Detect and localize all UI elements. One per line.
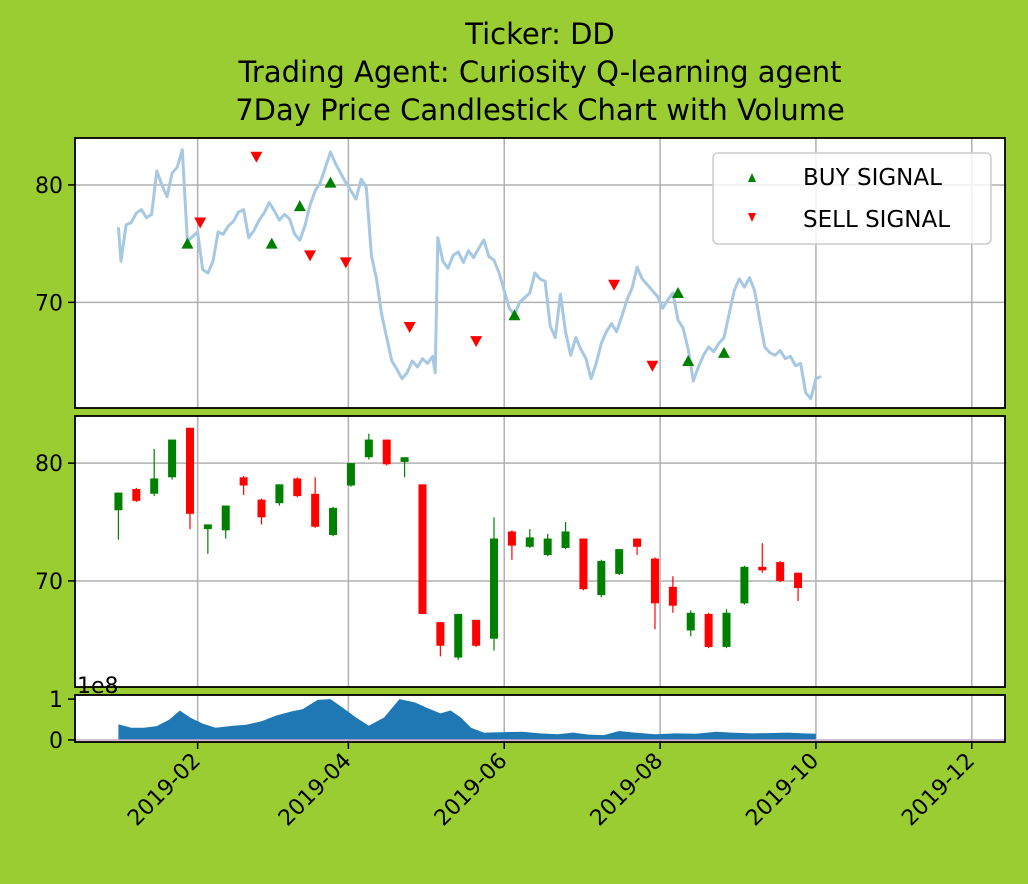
candle-ytick-label-1: 80 [35, 452, 63, 477]
candle-body-6 [221, 505, 230, 531]
price-line [116, 148, 822, 401]
volume-ytick-label-0: 0 [49, 729, 63, 754]
candle-body-2 [150, 478, 159, 494]
x-tick-label-1: 2019-04 [274, 749, 357, 832]
buy-signal-marker-3 [324, 176, 337, 188]
x-tick-label-3: 2019-08 [586, 749, 669, 832]
legend-buy-label: BUY SIGNAL [803, 165, 942, 191]
candle-body-29 [633, 538, 642, 547]
buy-signal-marker-7 [717, 346, 730, 358]
candle-body-1 [132, 489, 141, 501]
price-frame [74, 137, 1006, 409]
candle-body-10 [293, 478, 302, 497]
candle-body-4 [185, 427, 194, 514]
sell-signal-marker-5 [470, 336, 483, 348]
buy-signal-marker-0 [181, 237, 194, 249]
candlestick-panel: 70 80 [35, 415, 1006, 688]
candle-body-33 [704, 613, 713, 647]
candle-body-34 [722, 612, 731, 647]
chart-title-line-3: 7Day Price Candlestick Chart with Volume [235, 93, 845, 127]
sell-signal-marker-2 [304, 250, 317, 262]
candle-body-23 [525, 537, 534, 547]
buy-signal-marker-5 [671, 286, 684, 298]
candle-body-3 [168, 439, 177, 478]
candle-body-37 [776, 562, 785, 581]
candle-body-15 [382, 439, 391, 465]
candle-body-22 [507, 531, 516, 546]
legend-box [712, 152, 992, 245]
buy-signal-marker-4 [508, 309, 521, 321]
volume-frame [74, 694, 1006, 743]
candle-body-5 [203, 524, 212, 530]
x-tick-label-4: 2019-10 [742, 749, 825, 832]
price-ytick-label-1: 80 [35, 174, 63, 199]
candle-body-31 [668, 586, 677, 606]
candle-body-18 [436, 622, 445, 646]
candle-body-35 [740, 566, 749, 604]
candle-body-16 [400, 457, 409, 462]
sell-signal-marker-4 [403, 322, 416, 333]
candle-body-28 [615, 549, 624, 574]
candle-frame [74, 415, 1006, 688]
x-axis: 2019-02 2019-04 2019-06 2019-08 2019-10 2019-… [123, 742, 980, 831]
sell-signal-marker-1 [250, 151, 263, 163]
volume-ytick-label-1: 1 [49, 688, 63, 713]
candle-body-32 [686, 612, 695, 631]
x-tick-label-0: 2019-02 [123, 749, 206, 832]
candle-body-36 [758, 566, 767, 571]
price-ytick-label-0: 70 [35, 291, 63, 316]
volume-area [118, 699, 816, 740]
sell-signal-marker-0 [194, 217, 207, 229]
candle-body-38 [794, 572, 803, 589]
buy-signal-marker-1 [265, 237, 278, 249]
candle-body-24 [543, 538, 552, 556]
candle-body-13 [346, 463, 355, 486]
candle-body-8 [257, 499, 266, 518]
candle-body-26 [579, 538, 588, 590]
x-tick-label-2: 2019-06 [430, 749, 513, 832]
candle-body-19 [454, 613, 463, 658]
sell-signal-marker-3 [339, 257, 352, 269]
candle-body-27 [597, 560, 606, 596]
candle-body-14 [364, 439, 373, 458]
candle-panel-bg [75, 416, 1005, 687]
chart-title-line-1: Ticker: DD [464, 17, 615, 51]
buy-signal-marker-6 [682, 355, 695, 367]
sell-signal-marker-6 [608, 279, 621, 291]
candle-body-25 [561, 531, 570, 548]
candle-ytick-label-0: 70 [35, 570, 63, 595]
candle-body-9 [275, 484, 284, 504]
legend: BUY SIGNAL SELL SIGNAL [712, 152, 992, 245]
buy-signal-marker-2 [293, 200, 306, 212]
candle-body-12 [329, 507, 338, 536]
candle-body-20 [472, 619, 481, 646]
legend-sell-label: SELL SIGNAL [803, 207, 950, 233]
chart-title-line-2: Trading Agent: Curiosity Q-learning agen… [237, 55, 841, 89]
legend-buy-marker [748, 173, 756, 182]
legend-sell-marker [748, 213, 756, 222]
candle-body-7 [239, 477, 248, 486]
sell-signal-marker-7 [646, 360, 659, 372]
candle-body-17 [418, 484, 427, 614]
candle-body-11 [311, 493, 320, 527]
candle-body-0 [114, 492, 123, 511]
x-tick-label-5: 2019-12 [897, 749, 980, 832]
candle-body-21 [490, 538, 499, 639]
candle-body-30 [650, 558, 659, 604]
